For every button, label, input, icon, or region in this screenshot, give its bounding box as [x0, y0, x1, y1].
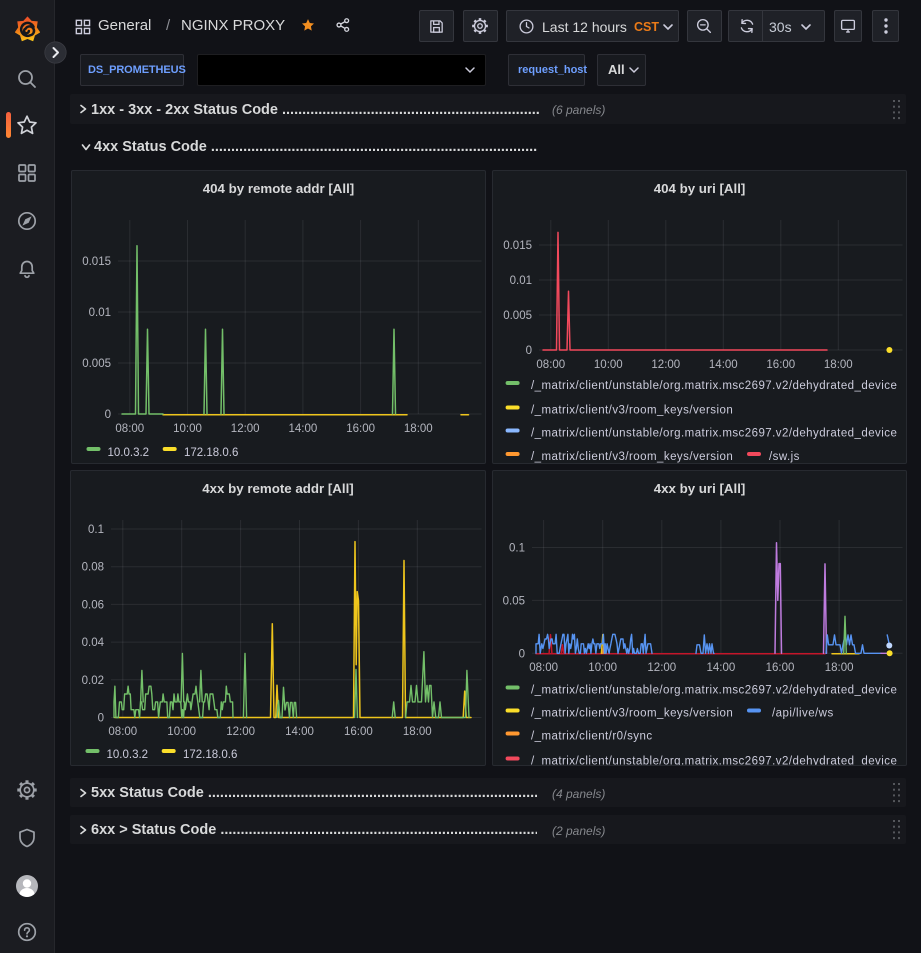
svg-text:16:00: 16:00	[346, 423, 375, 435]
svg-text:/api/live/ws: /api/live/ws	[772, 708, 834, 720]
svg-text:10:00: 10:00	[167, 726, 196, 738]
svg-text:18:00: 18:00	[403, 726, 432, 738]
svg-text:14:00: 14:00	[709, 359, 738, 371]
svg-text:0.08: 0.08	[82, 562, 104, 574]
svg-text:/_matrix/client/v3/room_keys/v: /_matrix/client/v3/room_keys/version	[531, 708, 733, 720]
svg-text:14:00: 14:00	[285, 726, 314, 738]
svg-text:10:00: 10:00	[173, 423, 202, 435]
svg-text:0.005: 0.005	[82, 358, 111, 370]
svg-text:18:00: 18:00	[825, 662, 854, 674]
svg-text:0.1: 0.1	[509, 543, 525, 555]
svg-text:172.18.0.6: 172.18.0.6	[184, 447, 238, 459]
svg-text:08:00: 08:00	[108, 726, 137, 738]
svg-text:10.0.3.2: 10.0.3.2	[107, 749, 149, 761]
svg-text:12:00: 12:00	[647, 662, 676, 674]
svg-text:/_matrix/client/unstable/org.m: /_matrix/client/unstable/org.matrix.msc2…	[531, 685, 897, 697]
svg-text:18:00: 18:00	[404, 423, 433, 435]
svg-text:10:00: 10:00	[594, 359, 623, 371]
svg-text:10.0.3.2: 10.0.3.2	[108, 447, 150, 459]
svg-text:16:00: 16:00	[766, 662, 795, 674]
svg-text:/_matrix/client/v3/room_keys/v: /_matrix/client/v3/room_keys/version	[531, 405, 733, 417]
svg-text:0.015: 0.015	[503, 240, 532, 252]
svg-text:0.015: 0.015	[82, 256, 111, 268]
svg-text:08:00: 08:00	[536, 359, 565, 371]
svg-text:14:00: 14:00	[289, 423, 318, 435]
svg-text:12:00: 12:00	[226, 726, 255, 738]
svg-text:18:00: 18:00	[824, 359, 853, 371]
svg-text:0.01: 0.01	[510, 275, 532, 287]
svg-text:12:00: 12:00	[651, 359, 680, 371]
svg-text:0.06: 0.06	[82, 599, 104, 611]
svg-text:0.04: 0.04	[82, 637, 105, 649]
svg-text:0: 0	[519, 648, 525, 660]
svg-text:0.1: 0.1	[88, 524, 104, 536]
svg-text:16:00: 16:00	[766, 359, 795, 371]
svg-text:0.005: 0.005	[503, 310, 532, 322]
svg-text:0: 0	[526, 345, 532, 357]
svg-text:172.18.0.6: 172.18.0.6	[183, 749, 237, 761]
svg-text:0: 0	[98, 713, 104, 725]
svg-text:10:00: 10:00	[588, 662, 617, 674]
svg-text:/_matrix/client/v3/room_keys/v: /_matrix/client/v3/room_keys/version	[531, 451, 733, 463]
svg-text:/sw.js: /sw.js	[769, 451, 800, 463]
svg-text:0: 0	[105, 409, 111, 421]
svg-text:14:00: 14:00	[707, 662, 736, 674]
svg-text:/_matrix/client/unstable/org.m: /_matrix/client/unstable/org.matrix.msc2…	[531, 380, 897, 392]
svg-text:/_matrix/client/r0/sync: /_matrix/client/r0/sync	[531, 731, 653, 743]
svg-text:/_matrix/client/unstable/org.m: /_matrix/client/unstable/org.matrix.msc2…	[531, 428, 897, 440]
svg-text:0.01: 0.01	[89, 307, 111, 319]
svg-text:08:00: 08:00	[115, 423, 144, 435]
svg-text:/_matrix/client/unstable/org.m: /_matrix/client/unstable/org.matrix.msc2…	[531, 756, 897, 767]
svg-text:0.02: 0.02	[82, 675, 104, 687]
svg-text:16:00: 16:00	[344, 726, 373, 738]
svg-text:12:00: 12:00	[231, 423, 260, 435]
svg-text:0.05: 0.05	[503, 595, 525, 607]
svg-text:08:00: 08:00	[529, 662, 558, 674]
